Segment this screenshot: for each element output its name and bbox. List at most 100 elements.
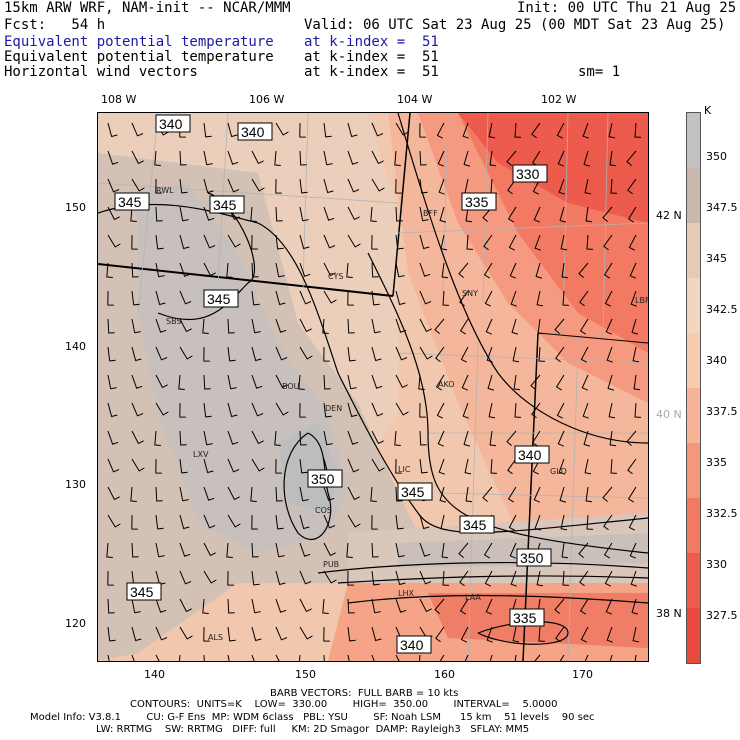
- colorbar-label: 340: [706, 354, 727, 367]
- wind-barb: [534, 234, 541, 251]
- wind-barb: [609, 430, 617, 447]
- field2-name: Equivalent potential temperature: [4, 49, 274, 65]
- wind-barb: [628, 514, 637, 531]
- wind-barb: [275, 262, 285, 278]
- x-tick-170: 170: [572, 668, 593, 681]
- wind-barb: [371, 178, 385, 192]
- wind-barb: [371, 374, 383, 389]
- wind-barb: [489, 654, 493, 661]
- contour-label: 340: [241, 124, 265, 140]
- wind-barb: [251, 262, 259, 278]
- wind-barb: [532, 178, 541, 195]
- contour-label: 345: [401, 484, 425, 500]
- lat-label-42n: 42 N: [656, 209, 682, 222]
- colorbar-label: 327.5: [706, 609, 738, 622]
- wind-barb: [485, 318, 493, 335]
- wind-barb: [531, 402, 541, 419]
- wind-barb: [629, 262, 637, 279]
- contour-label-box: [203, 289, 239, 308]
- wind-barb: [538, 346, 546, 362]
- wind-barb: [179, 206, 189, 222]
- wind-barb: [607, 374, 615, 391]
- wind-barb: [371, 542, 379, 558]
- wind-barb: [603, 542, 613, 559]
- wind-barb: [578, 542, 589, 558]
- wind-barb: [203, 150, 213, 166]
- wind-barb: [203, 542, 216, 557]
- station-label: CYS: [328, 272, 343, 281]
- wind-barb: [107, 402, 118, 418]
- wind-barb: [419, 542, 431, 557]
- wind-barb: [251, 234, 258, 250]
- wind-barb: [627, 206, 637, 223]
- wind-barb: [323, 570, 337, 584]
- contour-label-box: [396, 635, 432, 654]
- wind-barb: [251, 318, 261, 334]
- wind-barb: [371, 122, 384, 137]
- wind-barb: [371, 262, 379, 278]
- wind-barb: [579, 318, 589, 335]
- wind-barb: [323, 122, 332, 138]
- wind-barb: [107, 318, 115, 334]
- wind-barb: [394, 430, 401, 446]
- lon-label-104w: 104 W: [397, 93, 433, 106]
- wind-barb: [579, 290, 589, 307]
- wind-barb: [227, 122, 238, 138]
- contour-label: 330: [516, 166, 540, 182]
- wind-barb: [275, 290, 286, 306]
- y-tick-120: 120: [65, 617, 86, 630]
- wind-barb: [227, 570, 234, 586]
- wind-barb: [179, 542, 191, 557]
- wind-barb: [323, 514, 336, 529]
- wind-barb: [461, 374, 469, 391]
- wind-barb: [203, 514, 216, 529]
- wind-barb: [486, 346, 493, 363]
- wind-barb: [155, 542, 165, 558]
- lon-label-102w: 102 W: [541, 93, 577, 106]
- wind-barb: [155, 346, 168, 361]
- wind-barb: [131, 178, 145, 192]
- contour-label: 345: [207, 291, 231, 307]
- contour-label-box: [509, 608, 545, 627]
- station-label: ALS: [208, 633, 223, 642]
- wind-barb: [347, 626, 356, 642]
- wind-barb: [251, 598, 261, 614]
- wind-barb: [395, 598, 407, 613]
- wind-barb: [131, 150, 144, 165]
- wind-barb: [323, 486, 335, 501]
- wind-barb: [131, 290, 140, 306]
- station-label: PUB: [323, 560, 339, 569]
- contour-label: 345: [213, 197, 237, 213]
- contour-label-box: [459, 515, 495, 534]
- wind-barb: [606, 626, 613, 643]
- wind-barb: [107, 374, 117, 390]
- wind-barb: [107, 514, 121, 528]
- wind-barb: [154, 430, 161, 446]
- wind-barb: [131, 346, 142, 362]
- wind-barb: [250, 486, 257, 502]
- wind-barb: [419, 290, 432, 305]
- wind-barb: [131, 430, 144, 445]
- wind-barb: [555, 346, 565, 363]
- wind-barb: [227, 402, 238, 418]
- wind-barb: [178, 654, 181, 661]
- wind-barb: [437, 430, 445, 447]
- wind-barb: [179, 598, 192, 613]
- contour-label: 335: [465, 194, 489, 210]
- contour-label: 335: [513, 610, 537, 626]
- wind-barb: [202, 598, 209, 614]
- wind-barb: [608, 402, 616, 419]
- wind-barb: [634, 402, 642, 418]
- station-label: LHX: [398, 589, 414, 598]
- colorbar-label: 345: [706, 252, 727, 265]
- colorbar-segment: [687, 498, 700, 553]
- wind-barb: [462, 122, 469, 139]
- wind-barb: [179, 290, 192, 305]
- wind-barb: [371, 346, 382, 362]
- wind-barb: [460, 626, 469, 643]
- wind-barb: [275, 570, 286, 586]
- wind-barb: [507, 458, 517, 475]
- wind-barb: [633, 374, 641, 391]
- wind-barb: [131, 262, 139, 278]
- wind-barb: [131, 514, 138, 530]
